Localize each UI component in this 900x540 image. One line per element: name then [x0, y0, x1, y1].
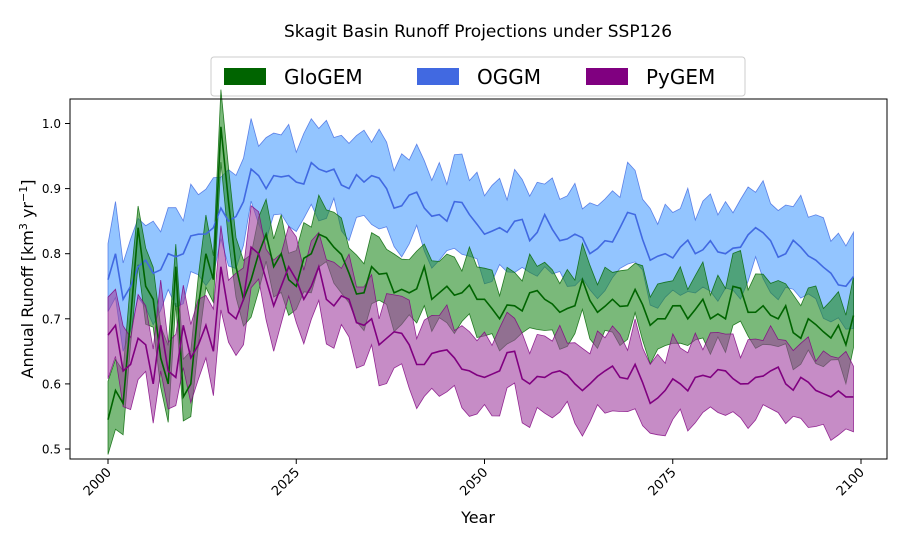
chart-title: Skagit Basin Runoff Projections under SS… [284, 22, 672, 42]
y-axis-label-sup1: 3 [17, 223, 30, 230]
x-tick-label-2100: 2100 [834, 465, 868, 499]
median-lines [107, 126, 855, 420]
y-axis-label-start: Annual Runoff [km [18, 230, 37, 378]
legend-swatch-pygem [586, 68, 628, 85]
band-pygem [107, 204, 854, 442]
legend-swatch-glogem [224, 68, 266, 85]
y-axis-label: Annual Runoff [km3 yr−1] [17, 180, 37, 379]
legend-label-pygem: PyGEM [646, 65, 715, 89]
line-pygem [107, 245, 854, 405]
y-tick-label-1: 1.0 [42, 117, 61, 131]
y-axis-label-mid: yr [18, 202, 37, 224]
legend-swatch-oggm [417, 68, 459, 85]
line-oggm [107, 161, 855, 302]
legend-label-oggm: OGGM [477, 65, 541, 89]
legend-label-glogem: GloGEM [284, 65, 363, 89]
y-tick-label-0.5: 0.5 [42, 443, 61, 457]
y-tick-label-0.9: 0.9 [42, 182, 61, 196]
x-tick-label-2050: 2050 [457, 465, 491, 499]
y-tick-label-0.8: 0.8 [42, 247, 61, 261]
y-axis-label-sup2: −1 [17, 186, 30, 202]
x-tick-label-2000: 2000 [81, 465, 115, 499]
y-tick-label-0.7: 0.7 [42, 312, 61, 326]
y-axis-label-end: ] [18, 180, 37, 186]
line-glogem [107, 126, 855, 420]
x-axis-ticks: 2000 2025 2050 2075 2100 [81, 459, 868, 499]
y-axis-ticks: 0.5 0.6 0.7 0.8 0.9 1.0 [42, 117, 70, 457]
legend-frame [210, 56, 746, 97]
x-axis-label: Year [460, 508, 495, 527]
plot-frame [69, 98, 888, 460]
x-tick-label-2075: 2075 [646, 465, 680, 499]
legend: GloGEM OGGM PyGEM [210, 56, 746, 97]
y-tick-label-0.6: 0.6 [42, 377, 61, 391]
x-tick-label-2025: 2025 [269, 465, 303, 499]
